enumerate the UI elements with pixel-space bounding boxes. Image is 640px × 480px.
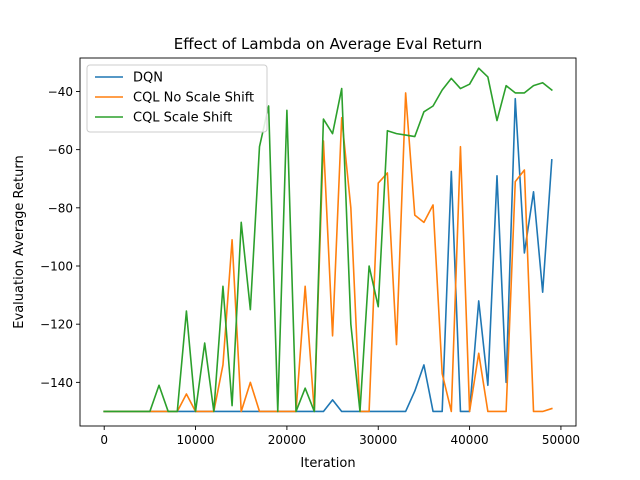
y-tick-label: −40 — [48, 85, 73, 99]
y-tick-label: −80 — [48, 201, 73, 215]
x-tick-label: 10000 — [176, 433, 214, 447]
legend: DQN CQL No Scale Shift CQL Scale Shift — [86, 64, 268, 133]
y-tick-label: −60 — [48, 143, 73, 157]
legend-box — [86, 64, 268, 133]
y-tick-label: −100 — [40, 260, 73, 274]
x-tick-label: 50000 — [542, 433, 580, 447]
y-tick-label: −140 — [40, 376, 73, 390]
x-tick-label: 20000 — [268, 433, 306, 447]
y-tick-label: −120 — [40, 318, 73, 332]
axes-frame — [79, 57, 577, 427]
chart-title: Effect of Lambda on Average Eval Return — [174, 35, 482, 53]
x-axis-label: Iteration — [300, 456, 355, 471]
series-line-1 — [103, 97, 553, 413]
plot-area: 0 10000 20000 30000 40000 50000 −140 −120 −100 −8… — [40, 57, 580, 447]
y-axis-label: Evaluation Average Return — [12, 155, 27, 328]
x-tick-label: 40000 — [450, 433, 488, 447]
x-tick-label: 0 — [100, 433, 108, 447]
legend-label-1: DQN — [133, 71, 163, 86]
x-tick-label: 30000 — [359, 433, 397, 447]
series-line-2 — [103, 92, 553, 413]
legend-label-3: CQL Scale Shift — [133, 111, 232, 126]
series-line-3 — [103, 67, 553, 413]
legend-label-2: CQL No Scale Shift — [133, 91, 254, 106]
